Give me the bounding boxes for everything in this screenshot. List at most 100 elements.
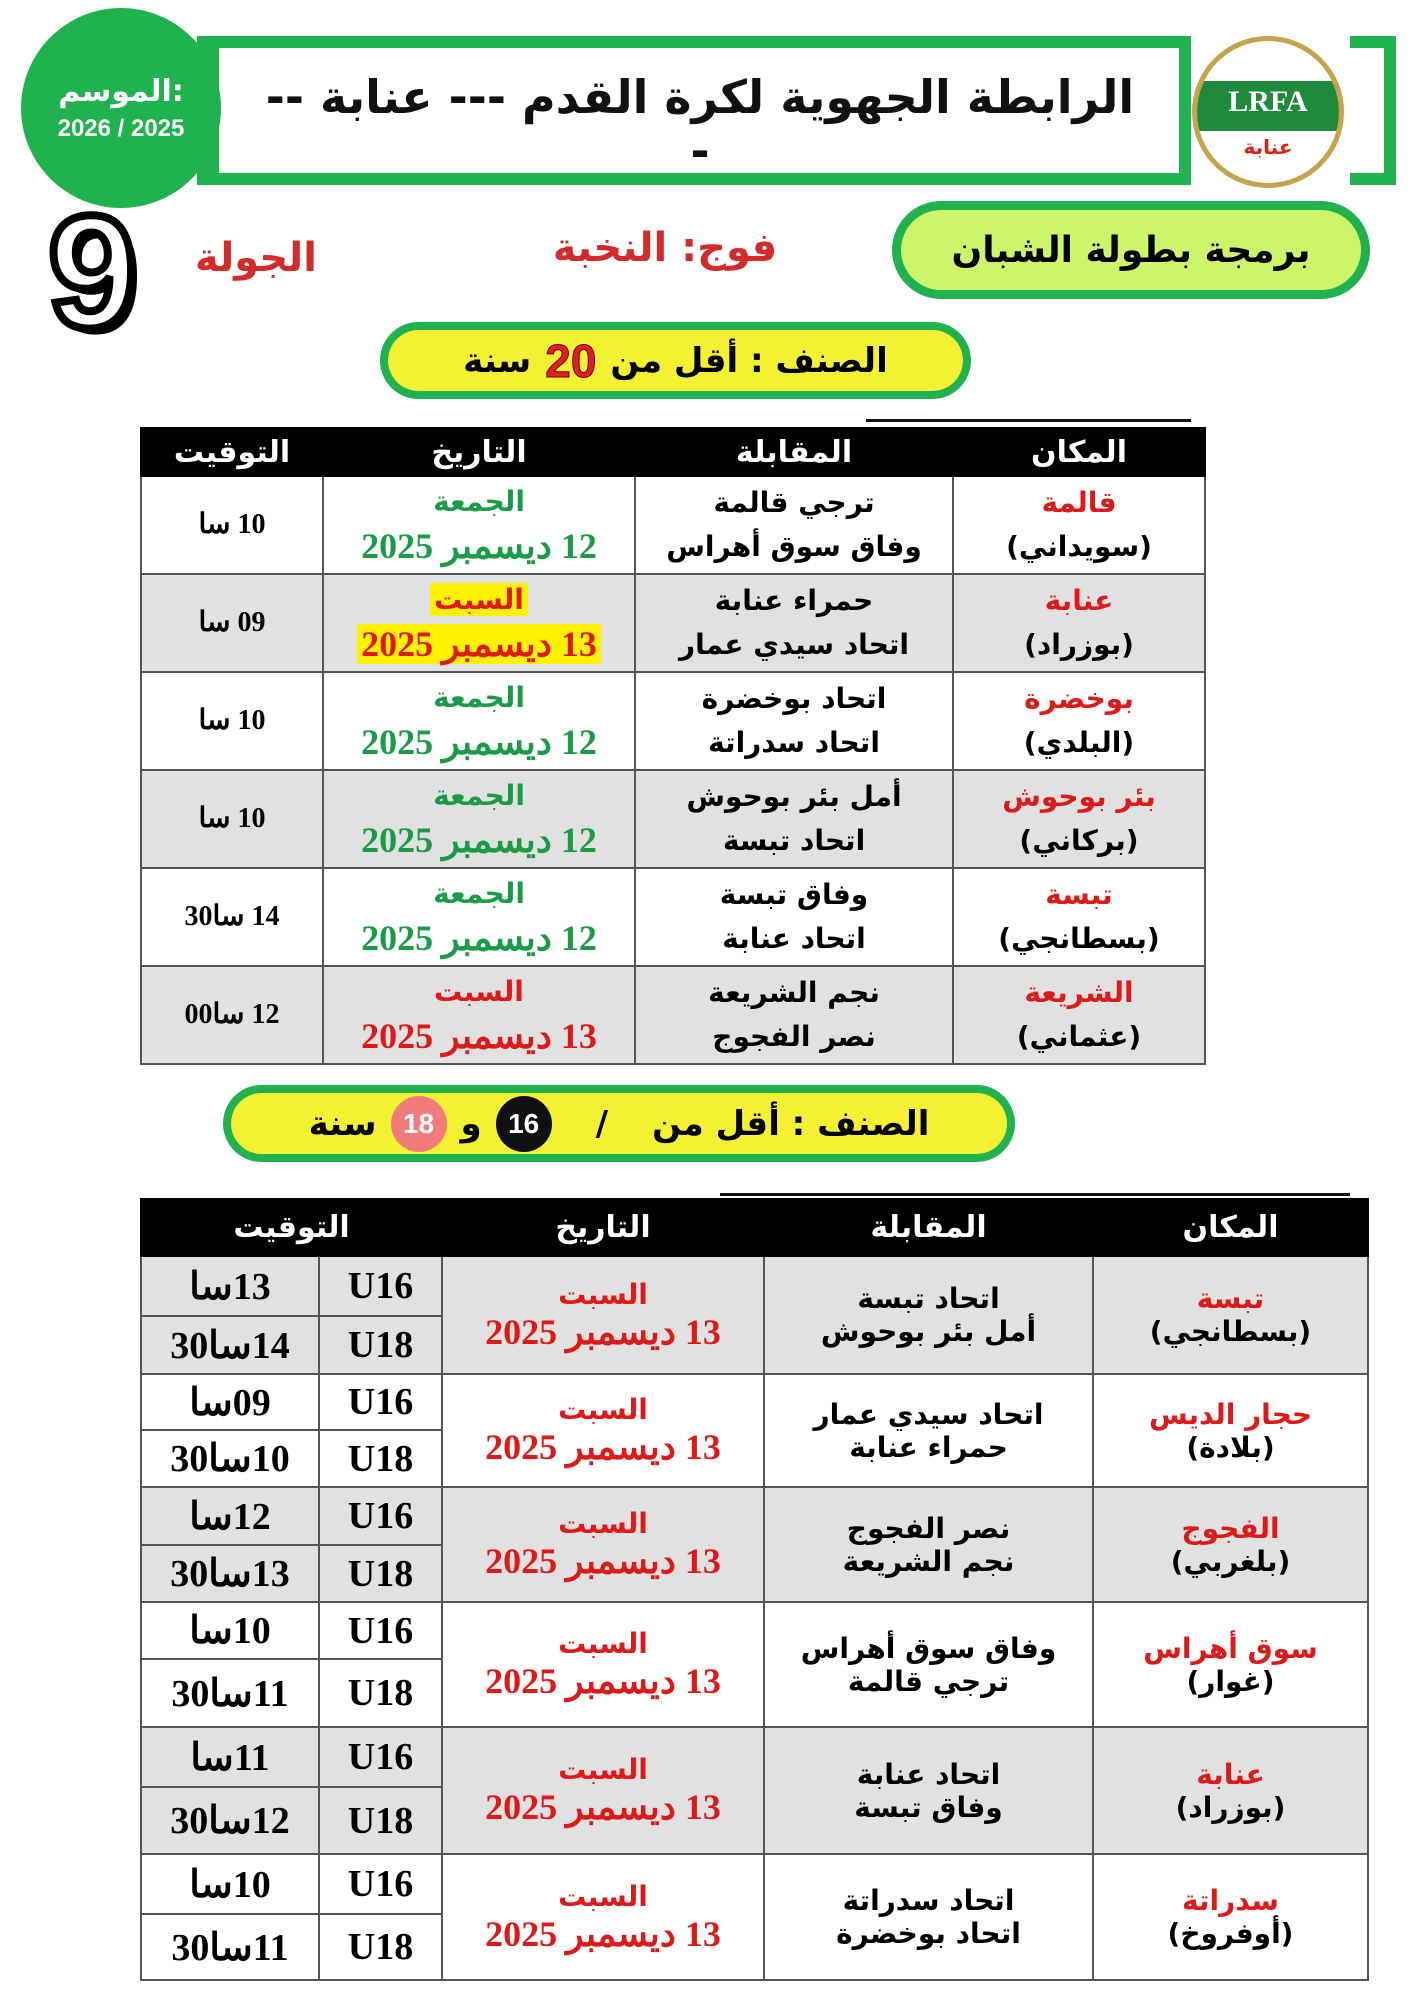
date-cell: السبت 13 ديسمبر 2025 (441, 1373, 765, 1488)
u16-u18-schedule-table: المكان المقابلة التاريخ التوقيت تبسة (بسط… (140, 1198, 1369, 1981)
header-venue: المكان (1092, 1198, 1369, 1257)
date: 13 ديسمبر 2025 (357, 623, 601, 664)
home-team: وفاق سوق أهراس (800, 1631, 1057, 1665)
home-team: اتحاد سدراتة (842, 1884, 1015, 1917)
away-team: اتحاد بوخضرة (836, 1917, 1021, 1950)
venue-cell: عنابة (بوزراد) (1092, 1726, 1369, 1855)
u16-label: U16 (318, 1373, 443, 1431)
stadium: (بوزراد) (1024, 628, 1134, 661)
u16-label: U16 (318, 1486, 443, 1546)
table-row: عنابة (بوزراد) اتحاد عنابة وفاق تبسة السبت 13… (140, 1726, 1369, 1855)
away-team: حمراء عنابة (849, 1430, 1008, 1464)
divider (866, 419, 1191, 422)
day: الجمعة (433, 680, 525, 714)
header-bracket (1350, 36, 1396, 185)
match-cell: نصر الفجوج نجم الشريعة (763, 1486, 1094, 1603)
category-suffix: سنة (463, 340, 532, 381)
table-subrow: U18 12سا30 (140, 1786, 1368, 1855)
logo-city: عنابة (1243, 135, 1293, 159)
table-row: بئر بوحوش (بركاني) أمل بئر بوحوش اتحاد تبسة… (140, 769, 1206, 869)
table-row: الفجوج (بلغربي) نصر الفجوج نجم الشريعة السبت… (140, 1486, 1369, 1603)
match-cell: اتحاد سدراتة اتحاد بوخضرة (763, 1853, 1094, 1981)
home-team: اتحاد تبسة (857, 1282, 1000, 1315)
u18-label: U18 (318, 1544, 443, 1603)
date: 13 ديسمبر 2025 (485, 1541, 721, 1581)
home-team: نصر الفجوج (846, 1511, 1011, 1545)
u16-time: 10سا (140, 1853, 320, 1915)
stadium: (بلغربي) (1170, 1544, 1291, 1578)
table-row: عنابة (بوزراد) حمراء عنابة اتحاد سيدي عمار ا… (140, 573, 1206, 673)
venue-cell: الشريعة (عثماني) (952, 965, 1206, 1065)
match-cell: نجم الشريعة نصر الفجوج (634, 965, 954, 1065)
category-prefix: الصنف : أقل من (652, 1103, 930, 1144)
venue: الفجوج (1181, 1511, 1280, 1545)
season-label: الموسم: (58, 73, 184, 109)
stadium: (عثماني) (1016, 1020, 1142, 1053)
day: السبت (558, 1393, 648, 1426)
away-team: نصر الفجوج (712, 1020, 876, 1053)
header-venue: المكان (952, 427, 1206, 477)
u18-label: U18 (318, 1658, 443, 1728)
table-row: تبسة (بسطانجي) اتحاد تبسة أمل بئر بوحوش السب… (140, 1255, 1369, 1375)
day: الجمعة (433, 778, 525, 812)
stadium: (بركاني) (1019, 824, 1139, 857)
u16-label: U16 (318, 1726, 443, 1788)
venue: تبسة (1196, 1282, 1265, 1315)
venue-cell: تبسة (بسطانجي) (1092, 1255, 1369, 1375)
match-cell: وفاق سوق أهراس ترجي قالمة (763, 1601, 1094, 1728)
match-cell: اتحاد تبسة أمل بئر بوحوش (763, 1255, 1094, 1375)
date-cell: الجمعة 12 ديسمبر 2025 (322, 475, 636, 575)
day: الجمعة (433, 484, 525, 518)
date-cell: الجمعة 12 ديسمبر 2025 (322, 769, 636, 869)
conjunction: و (460, 1103, 482, 1144)
date: 13 ديسمبر 2025 (485, 1661, 721, 1701)
separator: / (595, 1103, 609, 1144)
date-cell: السبت 13 ديسمبر 2025 (322, 965, 636, 1065)
venue: بوخضرة (1024, 682, 1134, 715)
time: 14 سا30 (140, 867, 324, 967)
day: السبت (558, 1507, 648, 1540)
away-team: اتحاد سيدي عمار (678, 628, 909, 661)
u18-time: 11سا30 (140, 1913, 320, 1981)
time: 09 سا (140, 573, 324, 673)
day: السبت (558, 1753, 648, 1786)
u18-label: U18 (318, 1429, 443, 1488)
home-team: ترجي قالمة (713, 486, 875, 519)
header-date: التاريخ (441, 1198, 765, 1257)
match-cell: اتحاد عنابة وفاق تبسة (763, 1726, 1094, 1855)
date: 13 ديسمبر 2025 (485, 1311, 721, 1352)
table-row: حجار الديس (بلادة) اتحاد سيدي عمار حمراء عن… (140, 1373, 1369, 1488)
table-row: بوخضرة (البلدي) اتحاد بوخضرة اتحاد سدراتة ال… (140, 671, 1206, 771)
venue: تبسة (1045, 878, 1113, 911)
u18-time: 10سا30 (140, 1429, 320, 1488)
match-cell: ترجي قالمة وفاق سوق أهراس (634, 475, 954, 575)
stadium: (بوزراد) (1175, 1790, 1286, 1824)
home-team: اتحاد بوخضرة (701, 682, 887, 715)
table-row: سوق أهراس (غوار) وفاق سوق أهراس ترجي قالمة ا… (140, 1601, 1369, 1728)
category-u20-pill: الصنف : أقل من 20 سنة (380, 322, 971, 399)
date: 13 ديسمبر 2025 (485, 1913, 721, 1954)
date-cell: السبت 13 ديسمبر 2025 (441, 1601, 765, 1728)
day: السبت (434, 974, 524, 1008)
header-date: التاريخ (322, 427, 636, 477)
away-team: وفاق سوق أهراس (666, 530, 922, 563)
u20-schedule-table: المكان المقابلة التاريخ التوقيت قالمة (سو… (140, 427, 1206, 1065)
time: 10 سا (140, 475, 324, 575)
venue-cell: الفجوج (بلغربي) (1092, 1486, 1369, 1603)
away-team: نجم الشريعة (842, 1544, 1015, 1578)
header-time: التوقيت (140, 427, 324, 477)
u18-label: U18 (318, 1315, 443, 1375)
youth-title-pill: برمجة بطولة الشبان (892, 201, 1370, 299)
home-team: حمراء عنابة (714, 584, 874, 617)
u16-time: 12سا (140, 1486, 320, 1546)
header-match: المقابلة (763, 1198, 1094, 1257)
date: 12 ديسمبر 2025 (361, 525, 597, 566)
date-cell: السبت 13 ديسمبر 2025 (441, 1853, 765, 1981)
age-20: 20 (545, 334, 597, 387)
table-subrow: U18 10سا30 (140, 1429, 1368, 1488)
u18-time: 12سا30 (140, 1786, 320, 1855)
page-title: الرابطة الجهوية لكرة القدم --- عنابة --- (265, 70, 1135, 178)
day: الجمعة (433, 876, 525, 910)
venue-cell: حجار الديس (بلادة) (1092, 1373, 1369, 1488)
u16-time: 09سا (140, 1373, 320, 1431)
